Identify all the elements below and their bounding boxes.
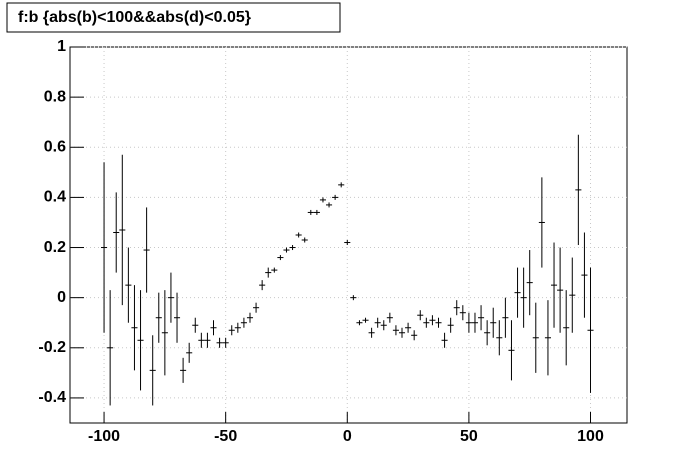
x-tick-label: -50: [214, 428, 237, 445]
x-tick-label: 100: [577, 428, 604, 445]
y-tick-label: 0.4: [44, 189, 66, 206]
x-tick-label: -100: [88, 428, 120, 445]
x-tick-label: 50: [460, 428, 478, 445]
chart-title: f:b {abs(b)<100&&abs(d)<0.05}: [18, 9, 251, 26]
y-tick-label: 0.2: [44, 239, 66, 256]
y-tick-label: -0.4: [38, 389, 66, 406]
y-tick-label: 1: [57, 38, 66, 55]
plot-frame: [69, 46, 628, 424]
y-tick-label: 0.8: [44, 88, 66, 105]
y-tick-label: -0.2: [38, 339, 66, 356]
y-tick-label: 0.6: [44, 138, 66, 155]
title-box: [6, 2, 341, 33]
y-tick-label: 0: [57, 289, 66, 306]
x-tick-label: 0: [343, 428, 352, 445]
